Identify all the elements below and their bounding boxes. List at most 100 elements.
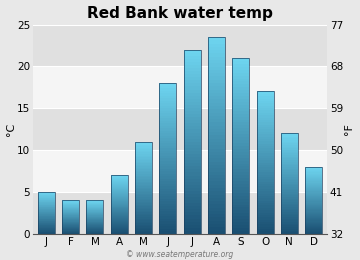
Bar: [38, 206, 55, 207]
Bar: [257, 231, 274, 234]
Bar: [281, 135, 298, 137]
Bar: [135, 174, 152, 176]
Bar: [159, 93, 176, 96]
Bar: [232, 108, 249, 111]
Bar: [135, 228, 152, 229]
Bar: [281, 174, 298, 175]
Bar: [232, 140, 249, 143]
Bar: [208, 135, 225, 139]
Bar: [281, 133, 298, 135]
Bar: [159, 191, 176, 194]
Bar: [135, 162, 152, 163]
Bar: [159, 136, 176, 138]
Bar: [208, 113, 225, 116]
Bar: [111, 231, 128, 232]
Bar: [257, 118, 274, 120]
Bar: [281, 229, 298, 231]
Bar: [38, 227, 55, 228]
Bar: [305, 198, 322, 199]
Bar: [184, 105, 201, 108]
Bar: [111, 215, 128, 216]
Bar: [38, 207, 55, 208]
Bar: [257, 205, 274, 208]
Bar: [62, 231, 79, 232]
Bar: [232, 216, 249, 219]
Bar: [208, 204, 225, 208]
Bar: [184, 225, 201, 228]
Bar: [232, 64, 249, 67]
Bar: [232, 169, 249, 172]
Bar: [135, 185, 152, 186]
Bar: [281, 172, 298, 174]
Bar: [257, 127, 274, 129]
Bar: [111, 203, 128, 204]
Bar: [184, 53, 201, 56]
Bar: [208, 54, 225, 57]
Bar: [305, 184, 322, 185]
Bar: [111, 214, 128, 215]
Bar: [159, 216, 176, 219]
Bar: [281, 224, 298, 225]
Bar: [208, 214, 225, 217]
Bar: [135, 212, 152, 214]
Bar: [135, 223, 152, 225]
Bar: [305, 228, 322, 229]
Bar: [159, 126, 176, 128]
Bar: [257, 212, 274, 215]
Bar: [208, 47, 225, 50]
Bar: [111, 193, 128, 194]
Bar: [86, 214, 103, 215]
Bar: [62, 224, 79, 225]
Bar: [281, 165, 298, 167]
Bar: [208, 63, 225, 67]
Bar: [208, 217, 225, 221]
Bar: [281, 200, 298, 202]
Bar: [281, 197, 298, 199]
Bar: [232, 213, 249, 216]
Bar: [257, 167, 274, 170]
Bar: [38, 233, 55, 234]
Bar: [38, 226, 55, 227]
Bar: [305, 193, 322, 194]
Bar: [184, 191, 201, 194]
Bar: [135, 225, 152, 226]
Bar: [135, 159, 152, 160]
Bar: [208, 194, 225, 198]
Bar: [135, 220, 152, 222]
Bar: [86, 200, 103, 201]
Bar: [111, 207, 128, 209]
Bar: [38, 201, 55, 202]
Bar: [281, 212, 298, 214]
Bar: [208, 227, 225, 231]
Bar: [86, 203, 103, 204]
Bar: [159, 194, 176, 196]
Bar: [305, 203, 322, 204]
Bar: [184, 96, 201, 99]
Bar: [257, 101, 274, 103]
Bar: [111, 226, 128, 227]
Bar: [232, 114, 249, 117]
Bar: [135, 208, 152, 209]
Bar: [33, 24, 327, 66]
Bar: [305, 170, 322, 171]
Bar: [184, 65, 201, 68]
Bar: [135, 206, 152, 208]
Bar: [305, 204, 322, 205]
Bar: [208, 162, 225, 165]
Bar: [111, 210, 128, 211]
Bar: [208, 89, 225, 93]
Bar: [159, 221, 176, 224]
Bar: [111, 221, 128, 222]
Bar: [184, 142, 201, 145]
Bar: [281, 147, 298, 148]
Bar: [184, 59, 201, 62]
Bar: [62, 223, 79, 224]
Bar: [184, 87, 201, 89]
Bar: [257, 196, 274, 198]
Bar: [184, 126, 201, 129]
Bar: [135, 200, 152, 202]
Bar: [135, 148, 152, 150]
Bar: [111, 230, 128, 231]
Bar: [184, 74, 201, 77]
Bar: [62, 212, 79, 213]
